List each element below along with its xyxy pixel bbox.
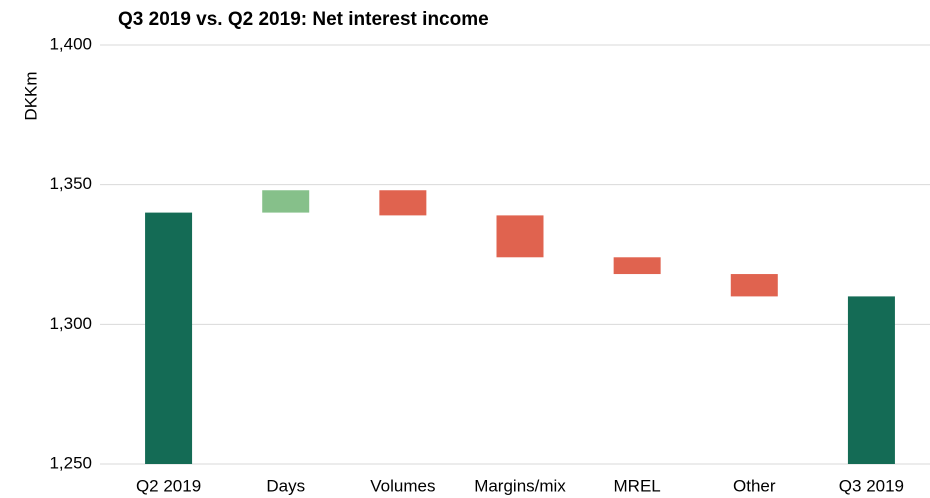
y-axis-label: DKKm (21, 71, 40, 120)
x-tick-label: Margins/mix (474, 476, 566, 495)
bar (145, 212, 193, 464)
x-tick-label: Other (733, 476, 776, 495)
bar (847, 296, 895, 464)
bar (730, 274, 778, 297)
y-tick-label: 1,400 (49, 34, 92, 53)
x-tick-label: Q2 2019 (136, 476, 201, 495)
x-tick-label: Days (266, 476, 305, 495)
x-tick-label: MREL (614, 476, 661, 495)
bar (496, 215, 544, 258)
bar (613, 257, 661, 275)
y-tick-label: 1,350 (49, 174, 92, 193)
chart-title: Q3 2019 vs. Q2 2019: Net interest income (118, 9, 489, 30)
x-tick-label: Q3 2019 (839, 476, 904, 495)
bar (379, 190, 427, 216)
y-tick-label: 1,250 (49, 453, 92, 472)
y-tick-label: 1,300 (49, 314, 92, 333)
x-tick-label: Volumes (370, 476, 435, 495)
bar (262, 190, 310, 213)
